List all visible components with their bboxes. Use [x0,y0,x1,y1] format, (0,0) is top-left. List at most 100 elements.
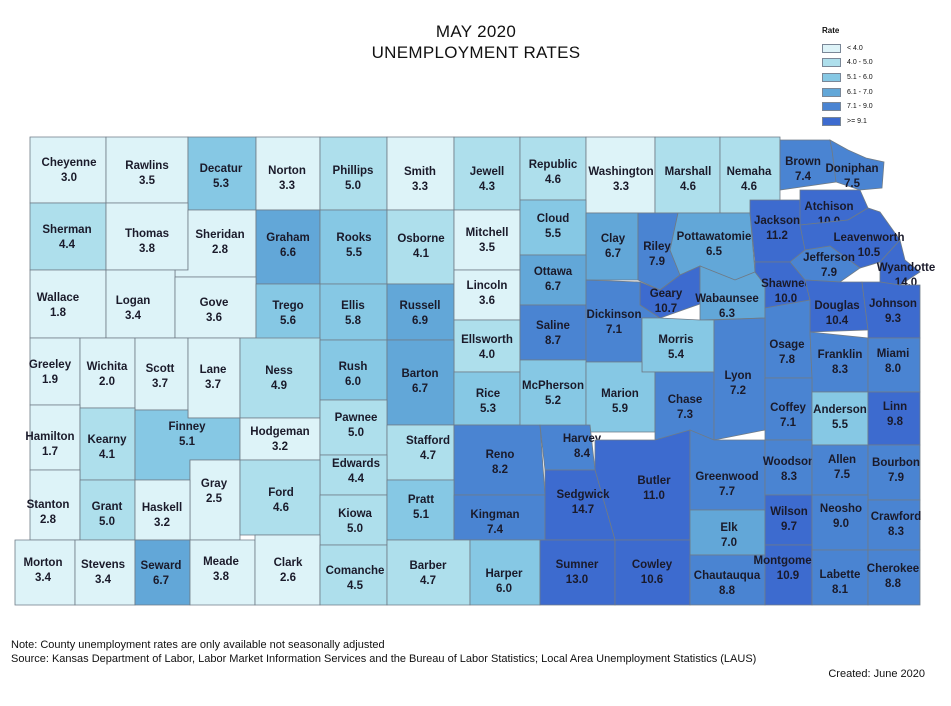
legend-item: 7.1 - 9.0 [822,99,873,114]
county-wallace: Wallace 1.8 [29,269,107,339]
county-shape [29,269,107,339]
county-rate: 3.5 [139,175,156,187]
county-shape [861,281,921,339]
county-rate: 2.0 [99,376,115,388]
county-rate: 13.0 [566,574,588,586]
county-coffey: Coffey 7.1 [764,377,813,441]
county-rate: 4.7 [420,575,436,587]
county-name: Reno [486,449,515,461]
county-name: Butler [637,475,671,487]
county-name: Labette [820,569,861,581]
county-rate: 11.2 [766,230,788,242]
county-rate: 2.8 [212,244,229,256]
county-pottawatomie: Pottawatomie 6.5 [669,212,756,281]
county-logan: Logan 3.4 [105,269,176,339]
county-shawnee: Shawnee 10.0 [754,261,811,309]
legend-swatch [822,116,841,126]
county-rate: 6.7 [153,575,169,587]
county-rate: 9.0 [833,518,849,530]
county-rate: 1.7 [42,446,58,458]
county-rate: 7.5 [834,469,851,481]
county-rate: 6.7 [545,281,561,293]
legend-item: >= 9.1 [822,114,873,129]
county-rate: 3.3 [412,181,428,193]
county-rush: Rush 6.0 [319,339,388,401]
county-kearny: Kearny 4.1 [79,407,136,481]
legend-swatch [822,58,841,68]
county-name: Anderson [813,404,867,416]
county-rate: 3.4 [125,310,142,322]
county-reno: Reno 8.2 [453,424,546,496]
county-name: Hodgeman [250,426,309,438]
county-name: Finney [168,421,206,433]
county-cheyenne: Cheyenne 3.0 [29,136,107,204]
county-ness: Ness 4.9 [239,337,321,419]
county-name: Linn [883,401,907,413]
county-shape [319,283,388,341]
county-shape [867,499,921,551]
county-name: Cheyenne [42,157,97,169]
county-name: Sheridan [195,229,244,241]
county-shape [79,337,136,409]
county-name: Wabaunsee [695,293,758,305]
county-gray: Gray 2.5 [189,459,241,541]
county-geary: Geary 10.7 [639,265,701,319]
county-rate: 10.9 [777,570,799,582]
county-graham: Graham 6.6 [255,209,321,285]
county-name: Graham [266,232,309,244]
county-haskell: Haskell 3.2 [134,479,191,541]
county-labette: Labette 8.1 [811,549,869,606]
county-name: Lyon [724,370,751,382]
county-thomas: Thomas 3.8 [105,202,189,271]
county-rate: 7.4 [487,524,504,536]
county-name: Rawlins [125,160,168,172]
county-name: Jackson [754,215,800,227]
county-shape [764,494,813,546]
county-shape [255,283,321,341]
county-rate: 3.4 [35,572,52,584]
county-rate: 6.7 [412,383,428,395]
county-name: Scott [146,363,175,375]
legend: Rate < 4.0 4.0 - 5.0 5.1 - 6.0 6.1 - 7.0… [822,26,873,129]
county-russell: Russell 6.9 [386,283,455,341]
county-name: Brown [785,156,821,168]
county-hamilton: Hamilton 1.7 [25,404,81,471]
county-rate: 6.0 [345,376,361,388]
legend-swatch [822,43,841,53]
county-name: Harvey [563,433,602,445]
county-name: Ottawa [534,266,573,278]
county-name: Sumner [556,559,599,571]
county-name: Atchison [804,201,853,213]
county-name: Rice [476,388,500,400]
county-shape [29,136,107,204]
county-ottawa: Ottawa 6.7 [519,254,587,306]
county-rate: 4.6 [273,502,289,514]
county-mitchell: Mitchell 3.5 [453,209,521,271]
county-rate: 8.8 [719,585,736,597]
county-shape [254,534,321,606]
county-allen: Allen 7.5 [811,444,869,496]
county-name: Stafford [406,435,450,447]
county-name: Lincoln [467,280,508,292]
county-rate: 6.9 [412,315,428,327]
county-elk: Elk 7.0 [689,509,766,556]
county-name: Kingman [470,509,519,521]
legend-label: 6.1 - 7.0 [847,88,873,96]
county-rate: 8.7 [545,335,561,347]
county-cloud: Cloud 5.5 [519,199,587,256]
county-marshall: Marshall 4.6 [654,136,721,214]
legend-label: >= 9.1 [847,117,867,125]
county-name: Kiowa [338,508,372,520]
county-jackson: Jackson 11.2 [749,199,806,263]
county-name: Cherokee [867,563,919,575]
county-name: Chase [668,394,703,406]
county-name: Edwards [332,458,380,470]
county-rate: 1.9 [42,374,58,386]
county-rate: 10.4 [826,315,849,327]
county-shape [453,319,521,373]
county-clark: Clark 2.6 [254,534,321,606]
county-rawlins: Rawlins 3.5 [105,136,189,204]
county-name: Grant [92,501,123,513]
county-name: Saline [536,320,570,332]
county-name: Wyandotte [877,262,936,274]
